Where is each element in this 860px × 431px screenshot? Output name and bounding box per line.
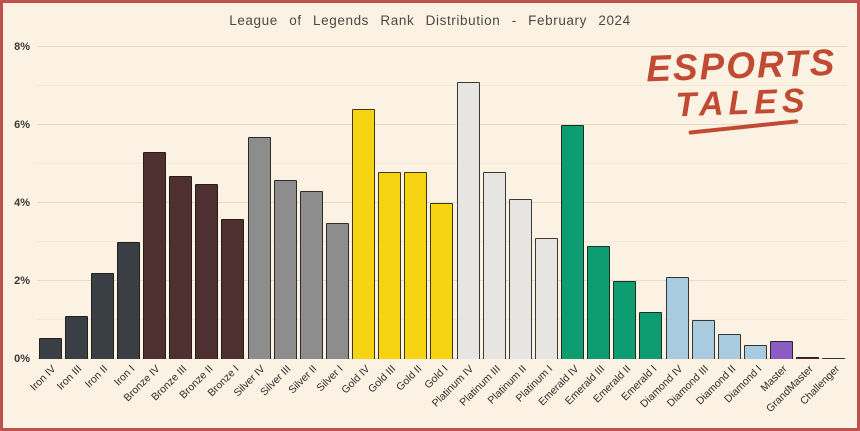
bar-slot-platinum-ii: Platinum II [485,47,533,407]
bar-platinum-iv [456,82,480,359]
bar-slot-gold-iii: Gold III [366,47,403,395]
bar-slot-platinum-iii: Platinum III [457,47,507,409]
y-tick-6pct: 6% [14,119,30,131]
x-label-iron-iv: Iron IV [28,363,59,394]
gridline-major-8 [37,46,847,47]
gridline-minor-5 [37,163,847,164]
bar-gold-iii [378,171,402,359]
bar-challenger [822,357,846,359]
gridline-minor-7 [37,85,847,86]
bar-bronze-ii [195,183,219,359]
bar-platinum-ii [508,199,532,359]
bar-diamond-ii [717,333,741,359]
x-label-gold-ii: Gold II [393,363,425,394]
plot-area: Iron IV Iron III Iron II Iron I Bronze IV Bro… [28,46,847,415]
x-label-gold-iv: Gold IV [338,363,373,397]
y-axis: 0% 2% 4% 6% 8% [3,41,33,365]
bar-slot-platinum-i: Platinum I [513,47,559,404]
x-label-iron-ii: Iron II [83,363,111,391]
bar-slot-grandmaster: GrandMaster [764,47,821,415]
bar-gold-i [430,203,454,359]
bar-diamond-i [743,345,767,359]
bar-emerald-ii [613,281,637,359]
bar-slot-platinum-iv: Platinum IV [430,47,481,409]
x-label-silver-ii: Silver II [286,363,320,397]
bar-slot-iron-i: Iron I [112,47,141,388]
gridline-major-4 [37,202,847,203]
bar-gold-ii [404,171,428,359]
bar-emerald-iv [561,125,585,359]
bar-emerald-i [639,312,663,359]
bar-iron-i [116,242,140,359]
bar-slot-silver-i: Silver I [315,47,350,394]
bar-slot-diamond-i: Diamond I [722,47,768,405]
bar-slot-diamond-iii: Diamond III [665,47,716,409]
bars-container: Iron IV Iron III Iron II Iron I Bronze IV Bro… [28,47,847,415]
bar-grandmaster [796,356,820,359]
bar-slot-iron-iv: Iron IV [28,47,63,393]
bar-slot-emerald-ii: Emerald II [591,47,638,405]
bar-slot-bronze-iii: Bronze III [149,47,194,403]
bar-iron-iii [64,316,88,359]
y-tick-0pct: 0% [14,353,30,365]
x-label-iron-iii: Iron III [55,363,85,393]
bar-silver-iv [247,136,271,359]
bar-slot-iron-iii: Iron III [55,47,89,393]
bar-slot-bronze-i: Bronze I [205,47,246,399]
bar-bronze-i [221,218,245,359]
bar-iron-ii [90,273,114,359]
bar-slot-diamond-iv: Diamond IV [638,47,690,410]
y-tick-2pct: 2% [14,275,30,287]
chart-title: League of Legends Rank Distribution - Fe… [229,13,631,28]
y-tick-8pct: 8% [14,41,30,53]
bar-slot-challenger: Challenger [798,47,847,407]
bar-emerald-iii [587,245,611,359]
bar-slot-bronze-iv: Bronze IV [122,47,168,404]
bar-slot-gold-i: Gold I [422,47,455,391]
bar-slot-emerald-i: Emerald I [619,47,664,403]
bar-iron-iv [38,337,62,359]
bar-slot-silver-iv: Silver IV [231,47,272,399]
bar-slot-bronze-ii: Bronze II [177,47,220,401]
bar-slot-emerald-iii: Emerald III [563,47,612,407]
bar-bronze-iv [143,152,167,359]
x-label-gold-iii: Gold III [365,363,399,396]
bar-slot-diamond-ii: Diamond II [693,47,742,407]
bar-silver-i [325,222,349,359]
bar-slot-iron-ii: Iron II [83,47,115,390]
bar-silver-iii [273,179,297,359]
bar-diamond-iv [665,277,689,359]
y-tick-4pct: 4% [14,197,30,209]
bar-slot-silver-iii: Silver III [258,47,298,398]
bar-platinum-iii [482,171,506,359]
bar-master [770,341,794,359]
bar-silver-ii [299,191,323,359]
bar-slot-gold-ii: Gold II [394,47,429,393]
bar-slot-master: Master [759,47,795,394]
bar-diamond-iii [691,320,715,359]
bar-slot-gold-iv: Gold IV [339,47,377,396]
gridline-major-6 [37,124,847,125]
bar-slot-emerald-iv: Emerald IV [536,47,586,408]
bar-platinum-i [534,238,558,359]
bar-gold-iv [352,109,376,359]
bar-bronze-iii [169,175,193,359]
bar-slot-silver-ii: Silver II [287,47,324,396]
